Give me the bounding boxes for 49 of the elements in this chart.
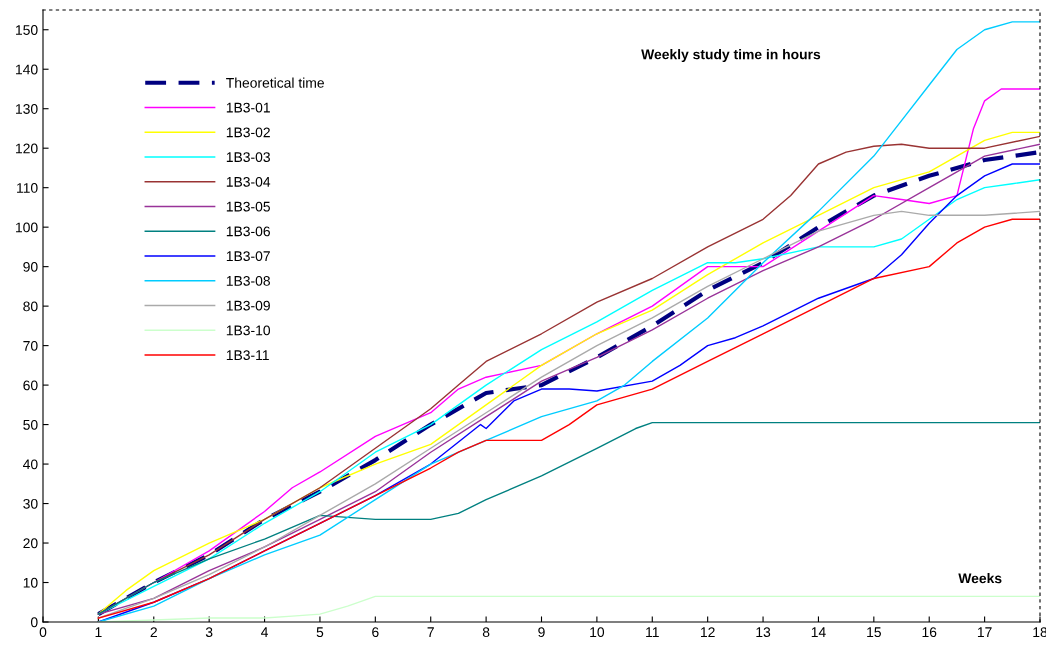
x-tick-label: 14	[811, 627, 826, 637]
x-tick-label: 6	[372, 627, 379, 638]
x-tick-label: 0	[39, 627, 47, 638]
legend-label: 1B3-01	[226, 102, 270, 113]
x-tick-label: 13	[756, 627, 771, 638]
legend-label: 1B3-03	[226, 152, 270, 163]
x-tick-label: 8	[482, 627, 490, 638]
legend-label: 1B3-05	[226, 201, 270, 212]
y-tick-label: 30	[23, 498, 38, 509]
x-tick-label: 5	[316, 627, 324, 638]
legend-label: 1B3-10	[226, 325, 271, 336]
y-tick-label: 10	[23, 577, 38, 588]
legend-label: 1B3-08	[226, 275, 270, 286]
x-tick-label: 15	[867, 627, 881, 638]
x-tick-label: 16	[922, 627, 937, 638]
y-tick-label: 70	[23, 340, 38, 351]
legend-label: 1B3-11	[226, 350, 269, 361]
y-tick-label: 120	[16, 143, 38, 154]
legend-label: Theoretical time	[226, 77, 324, 88]
y-tick-label: 0	[30, 617, 38, 628]
x-tick-label: 10	[590, 627, 605, 638]
y-tick-label: 50	[23, 419, 38, 430]
x-axis-title: Weeks	[958, 573, 1002, 584]
x-tick-label: 2	[150, 627, 157, 637]
legend-label: 1B3-07	[226, 251, 270, 262]
y-tick-label: 150	[16, 25, 38, 35]
y-tick-label: 80	[23, 301, 38, 312]
x-tick-label: 12	[701, 627, 715, 637]
y-tick-label: 140	[16, 64, 38, 75]
x-tick-label: 7	[427, 627, 434, 637]
y-tick-label: 60	[23, 380, 38, 391]
x-tick-label: 11	[646, 627, 659, 637]
y-tick-label: 40	[23, 459, 38, 470]
y-tick-label: 130	[16, 104, 38, 114]
line-series	[97, 421, 1040, 615]
legend-label: 1B3-09	[226, 300, 270, 311]
y-tick-label: 90	[23, 261, 38, 272]
x-tick-label: 9	[538, 627, 545, 638]
x-tick-label: 1	[95, 627, 102, 637]
legend-label: 1B3-06	[226, 226, 270, 237]
x-tick-label: 4	[261, 627, 269, 637]
x-tick-label: 3	[205, 627, 213, 638]
x-tick-label: 17	[977, 627, 992, 637]
legend-label: 1B3-04	[226, 176, 271, 187]
y-axis-title: Weekly study time in hours	[641, 49, 821, 63]
y-tick-label: 20	[23, 538, 38, 549]
legend-label: 1B3-02	[226, 127, 270, 138]
y-tick-label: 110	[17, 183, 38, 193]
y-tick-label: 100	[16, 222, 38, 233]
